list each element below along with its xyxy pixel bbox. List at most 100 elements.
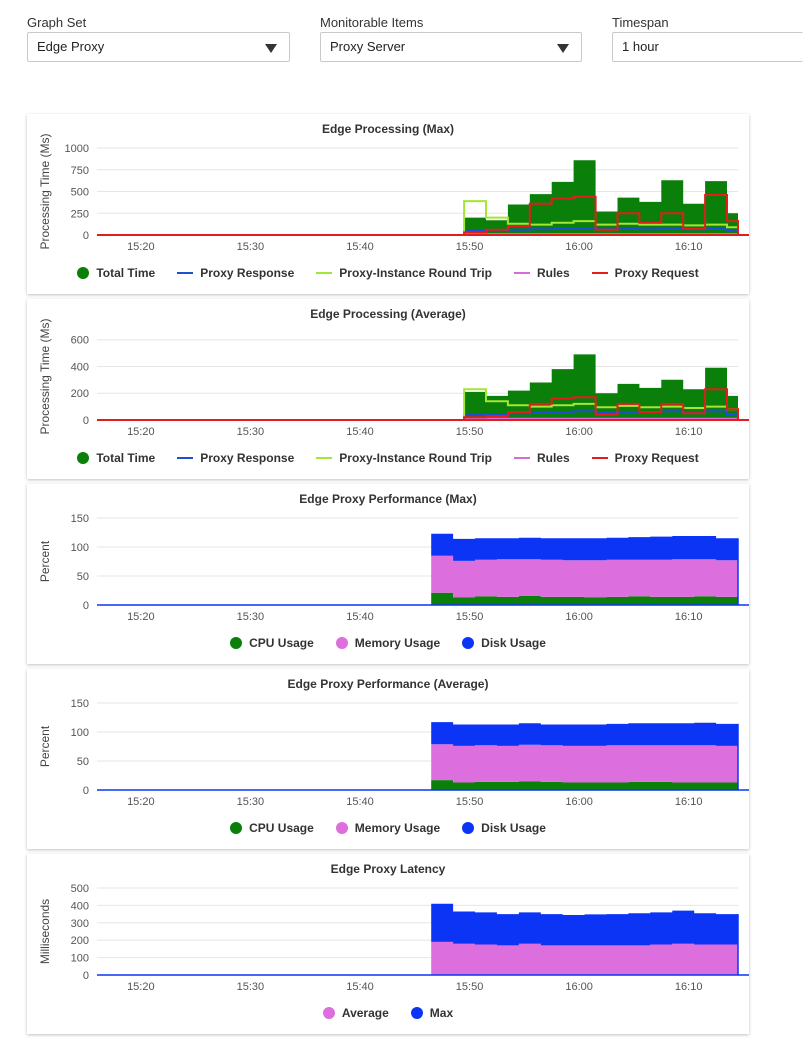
x-tick-label: 15:20 [127,611,155,623]
series-area-disk-usage [431,722,738,746]
timespan-control: Timespan 1 hour [612,14,803,62]
legend-label: Rules [536,451,570,465]
legend-item-memory-usage[interactable]: Memory Usage [335,819,440,837]
y-axis-label: Percent [38,725,52,767]
y-axis-label: Percent [38,540,52,582]
x-tick-label: 15:40 [346,796,374,808]
legend-dot-icon [230,822,243,834]
legend-item-total-time[interactable]: Total Time [77,264,155,282]
x-tick-label: 15:50 [456,611,484,623]
chart-card-edge-proxy-performance-max: Edge Proxy Performance (Max) Percent 0 50 10… [27,484,749,664]
y-tick-label: 0 [83,970,89,982]
x-tick-label: 15:40 [346,981,374,993]
y-tick-label: 400 [71,361,89,373]
legend-line-icon [591,457,608,459]
y-axis-label: Processing Time (Ms) [38,318,52,434]
legend-item-memory-usage[interactable]: Memory Usage [335,634,441,652]
legend-label: Max [429,1006,454,1020]
x-tick-label: 15:30 [237,981,265,993]
chart-edge-proxy-performance-average: Edge Proxy Performance (Average) Percent 0… [38,677,749,808]
legend-dot-icon [462,822,475,834]
x-tick-label: 16:10 [675,241,703,253]
legend-label: Memory Usage [354,636,441,650]
legend-item-cpu-usage[interactable]: CPU Usage [230,634,314,652]
chart-title: Edge Processing (Average) [310,307,466,321]
y-tick-label: 0 [83,785,89,797]
x-tick-label: 15:30 [237,241,265,253]
y-tick-label: 0 [83,230,89,242]
x-tick-label: 15:20 [127,981,155,993]
series-area-total-time [464,160,738,235]
monitorable-items-control: Monitorable Items Proxy Server [320,14,582,62]
y-tick-label: 500 [71,187,89,199]
legend-dot-icon [77,267,90,279]
legend-label: Total Time [96,266,156,280]
x-tick-label: 16:00 [565,611,593,623]
chart-edge-proxy-performance-max: Edge Proxy Performance (Max) Percent 0 50 10… [38,492,749,623]
legend-dot-icon [335,637,348,649]
chart-card-edge-processing-average: Edge Processing (Average) Processing Time… [27,299,749,479]
legend-item-rules[interactable]: Rules [513,449,570,467]
chart-title: Edge Proxy Performance (Average) [288,677,489,691]
chart-edge-proxy-latency: Edge Proxy Latency Milliseconds 0 100 200 300… [38,862,749,993]
series-area-average [431,941,738,975]
x-tick-label: 16:00 [565,241,593,253]
timespan-label: Timespan [612,15,669,30]
chart-title: Edge Proxy Latency [331,862,446,876]
legend-label: Proxy Response [200,266,295,280]
legend-item-total-time[interactable]: Total Time [77,449,155,467]
y-axis-label: Milliseconds [38,899,52,964]
x-tick-label: 16:00 [565,426,593,438]
y-tick-label: 500 [71,883,89,895]
y-tick-label: 600 [71,335,89,347]
graph-set-label: Graph Set [27,15,87,30]
legend-item-max[interactable]: Max [410,1004,454,1022]
x-tick-label: 15:50 [456,796,484,808]
x-tick-label: 15:40 [346,241,374,253]
monitorable-items-select[interactable]: Proxy Server [320,32,582,62]
legend-item-proxy-response[interactable]: Proxy Response [177,449,294,467]
legend-line-icon [316,457,333,459]
legend-label: Total Time [96,451,156,465]
chart-edge-processing-max: Edge Processing (Max) Processing Time (Ms… [38,122,749,253]
legend-label: Rules [536,266,570,280]
legend-line-icon [591,272,608,274]
legend-item-disk-usage[interactable]: Disk Usage [462,819,546,837]
y-tick-label: 0 [83,415,89,427]
x-tick-label: 16:10 [675,981,703,993]
timespan-select[interactable]: 1 hour [612,32,803,62]
chart-title: Edge Processing (Max) [322,122,454,136]
y-tick-label: 750 [71,165,89,177]
x-tick-label: 15:50 [456,241,484,253]
y-tick-label: 200 [71,388,89,400]
legend-label: Proxy Response [200,451,295,465]
graph-set-control: Graph Set Edge Proxy [27,14,290,62]
legend-item-average[interactable]: Average [322,1004,389,1022]
graph-set-select[interactable]: Edge Proxy [27,32,290,62]
x-tick-label: 15:50 [456,981,484,993]
series-area-memory-usage [431,744,738,783]
legend-dot-icon [230,637,243,649]
legend: CPU Usage Memory Usage Disk Usage [27,634,749,652]
chevron-down-icon [265,44,277,53]
y-axis-label: Processing Time (Ms) [38,133,52,249]
legend-item-proxy-request[interactable]: Proxy Request [591,264,699,282]
legend-item-disk-usage[interactable]: Disk Usage [462,634,546,652]
legend-item-proxy-response[interactable]: Proxy Response [177,264,294,282]
x-tick-label: 16:00 [565,981,593,993]
legend-label: Disk Usage [481,821,546,835]
legend-item-rules[interactable]: Rules [513,264,570,282]
legend-dot-icon [77,452,90,464]
legend-item-proxy-instance-round-trip[interactable]: Proxy-Instance Round Trip [316,449,492,467]
x-tick-label: 15:30 [237,796,265,808]
x-tick-label: 16:10 [675,426,703,438]
legend-item-cpu-usage[interactable]: CPU Usage [230,819,314,837]
legend-item-proxy-instance-round-trip[interactable]: Proxy-Instance Round Trip [316,264,492,282]
chevron-down-icon [557,44,569,53]
legend-item-proxy-request[interactable]: Proxy Request [591,449,699,467]
chart-card-edge-proxy-latency: Edge Proxy Latency Milliseconds 0 100 200 300… [27,854,749,1034]
legend-label: CPU Usage [249,636,314,650]
y-tick-label: 250 [71,208,89,220]
legend-label: Proxy-Instance Round Trip [339,266,492,280]
legend-line-icon [177,272,194,274]
